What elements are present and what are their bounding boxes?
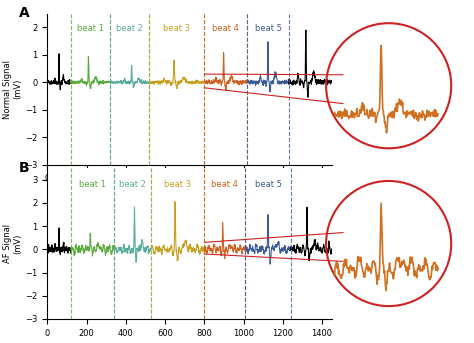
Text: beat 4: beat 4 [212, 24, 239, 33]
Text: beat 5: beat 5 [255, 180, 282, 189]
Text: beat 3: beat 3 [164, 24, 191, 33]
Text: A: A [19, 6, 30, 20]
Text: beat 1: beat 1 [79, 180, 106, 189]
Text: beat 5: beat 5 [255, 24, 282, 33]
Text: beat 1: beat 1 [77, 24, 104, 33]
Text: beat 4: beat 4 [211, 180, 238, 189]
Y-axis label: AF Signal
(mV): AF Signal (mV) [3, 224, 23, 263]
Text: beat 3: beat 3 [164, 180, 191, 189]
Text: B: B [19, 161, 29, 175]
Text: beat 2: beat 2 [119, 180, 146, 189]
Y-axis label: Normal Signal
(mV): Normal Signal (mV) [3, 60, 23, 119]
Text: beat 2: beat 2 [116, 24, 143, 33]
